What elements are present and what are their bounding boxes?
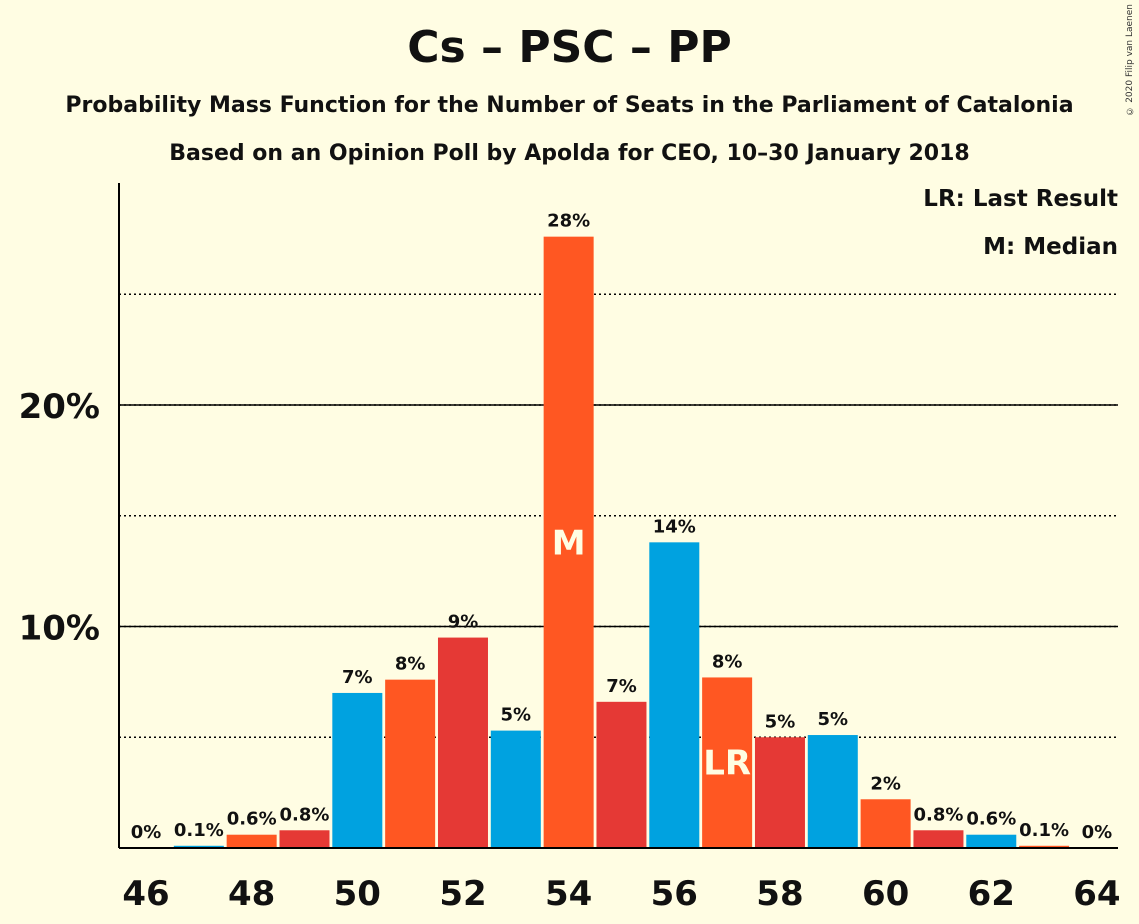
median-marker: M bbox=[552, 523, 586, 563]
data-label-51: 8% bbox=[395, 654, 426, 675]
bar-55 bbox=[596, 701, 647, 848]
data-label-57: 8% bbox=[712, 651, 743, 672]
bar-51 bbox=[385, 679, 436, 848]
x-tick-label-50: 50 bbox=[334, 874, 381, 914]
x-tick-label-62: 62 bbox=[968, 874, 1015, 914]
data-label-52: 9% bbox=[448, 612, 479, 633]
data-label-58: 5% bbox=[765, 711, 796, 732]
x-tick-label-56: 56 bbox=[651, 874, 698, 914]
bar-50 bbox=[332, 692, 383, 848]
chart-subtitle-1: Probability Mass Function for the Number… bbox=[65, 93, 1074, 118]
chart-subtitle-2: Based on an Opinion Poll by Apolda for C… bbox=[169, 141, 970, 166]
x-tick-label-54: 54 bbox=[545, 874, 592, 914]
bar-58 bbox=[754, 737, 805, 848]
data-label-60: 2% bbox=[870, 773, 901, 794]
last-result-marker: LR bbox=[703, 744, 751, 784]
bar-53 bbox=[490, 730, 541, 848]
data-label-53: 5% bbox=[501, 705, 532, 726]
x-tick-label-58: 58 bbox=[756, 874, 803, 914]
data-label-55: 7% bbox=[606, 676, 637, 697]
bar-59 bbox=[807, 735, 858, 848]
data-label-54: 28% bbox=[547, 211, 590, 232]
x-tick-label-64: 64 bbox=[1073, 874, 1120, 914]
data-label-64: 0% bbox=[1082, 822, 1113, 843]
bar-49 bbox=[279, 830, 330, 848]
bar-47 bbox=[173, 845, 224, 848]
legend-median: M: Median bbox=[983, 234, 1118, 260]
y-tick-label: 10% bbox=[19, 609, 100, 649]
bar-56 bbox=[649, 542, 700, 848]
bar-61 bbox=[913, 830, 964, 848]
data-label-63: 0.1% bbox=[1019, 820, 1069, 841]
bar-63 bbox=[1019, 845, 1070, 848]
bar-52 bbox=[437, 637, 488, 848]
data-label-62: 0.6% bbox=[966, 809, 1016, 830]
chart-title: Cs – PSC – PP bbox=[407, 22, 732, 73]
x-tick-label-60: 60 bbox=[862, 874, 909, 914]
data-label-47: 0.1% bbox=[174, 820, 224, 841]
bar-54 bbox=[543, 236, 594, 848]
data-label-48: 0.6% bbox=[227, 809, 277, 830]
bar-48 bbox=[226, 834, 277, 848]
data-label-46: 0% bbox=[131, 822, 162, 843]
y-tick-label: 20% bbox=[19, 387, 100, 427]
bar-57 bbox=[702, 677, 753, 848]
data-label-56: 14% bbox=[653, 516, 696, 537]
bar-62 bbox=[966, 834, 1017, 848]
data-label-61: 0.8% bbox=[913, 804, 963, 825]
x-tick-label-46: 46 bbox=[122, 874, 169, 914]
bar-60 bbox=[860, 799, 911, 848]
data-label-50: 7% bbox=[342, 667, 373, 688]
x-tick-label-52: 52 bbox=[439, 874, 486, 914]
x-tick-label-48: 48 bbox=[228, 874, 275, 914]
data-label-49: 0.8% bbox=[280, 804, 330, 825]
legend-last-result: LR: Last Result bbox=[923, 186, 1118, 212]
data-label-59: 5% bbox=[818, 709, 849, 730]
